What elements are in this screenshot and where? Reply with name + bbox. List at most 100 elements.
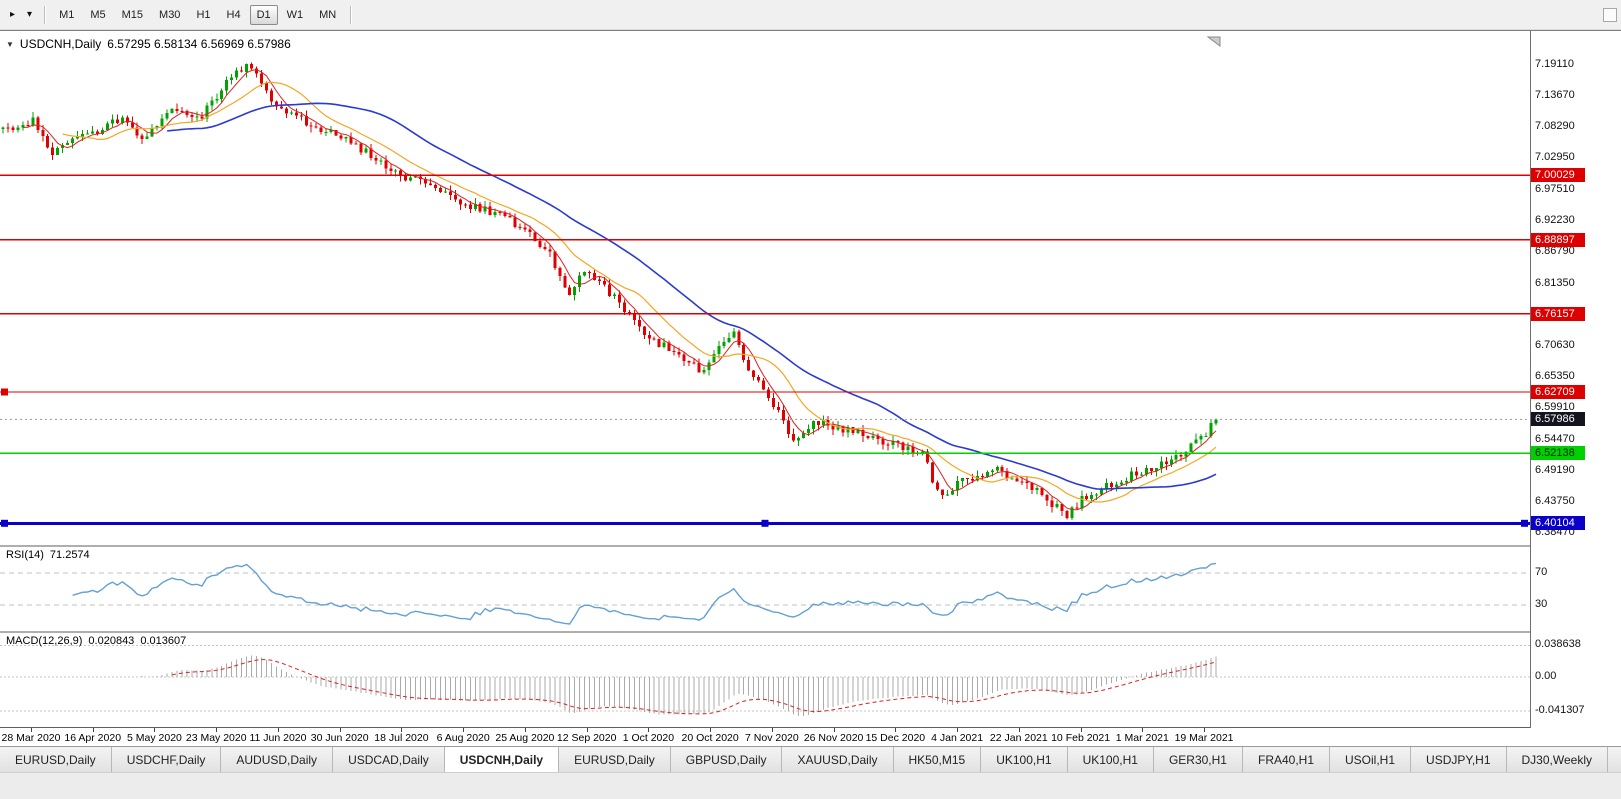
date-tick	[1204, 728, 1206, 732]
macd-level-label: -0.041307	[1535, 703, 1585, 716]
macd-signal-value: 0.013607	[140, 635, 187, 647]
hline-handle-center[interactable]	[761, 519, 769, 527]
chart-tab-usdcnh-daily[interactable]: USDCNH,Daily	[444, 747, 560, 772]
chart-title: ▼ USDCNH,Daily 6.57295 6.58134 6.56969 6…	[6, 37, 291, 51]
chart-tab-gbpusd-daily[interactable]: GBPUSD,Daily	[670, 747, 783, 772]
date-axis[interactable]: 28 Mar 2020 16 Apr 2020 5 May 2020 23 May 2…	[0, 728, 1621, 746]
timeframe-button-M1[interactable]: M1	[59, 8, 75, 21]
date-tick	[833, 728, 835, 732]
top-toolbar: ▸ ▾ M1 M5 M15 M30 H1 H4 D1 W1 MN	[0, 0, 1621, 30]
panel-splitter[interactable]	[0, 631, 1621, 633]
chart-tab-usdcad-daily[interactable]: USDCAD,Daily	[333, 747, 445, 772]
price-line-badge-6.76157: 6.76157	[1531, 306, 1585, 321]
main-chart-canvas[interactable]	[0, 31, 1530, 545]
timeframe-button-M30[interactable]: M30	[159, 8, 181, 21]
horizontal-lines	[0, 174, 1530, 527]
price-tick-label: 6.49190	[1535, 463, 1575, 476]
chart-tab-usoil-h1[interactable]: USOil,H1	[1330, 747, 1412, 772]
price-tick-label: 7.13670	[1535, 89, 1575, 102]
date-tick	[957, 728, 959, 732]
panel-splitter[interactable]	[0, 545, 1621, 547]
date-label: 25 Aug 2020	[495, 732, 555, 744]
macd-name: MACD(12,26,9)	[6, 635, 83, 647]
hline-handle-left[interactable]	[1, 388, 8, 396]
ma-slow-line[interactable]	[167, 102, 1217, 490]
timeframe-button-H1[interactable]: H1	[196, 8, 211, 21]
price-tick-label: 7.02950	[1535, 151, 1575, 164]
ma-fast-line[interactable]	[22, 69, 1217, 511]
chart-tab-eurusd-daily[interactable]: EURUSD,Daily	[0, 747, 112, 772]
timeframe-button-H4[interactable]: H4	[226, 8, 241, 21]
chart-tab-uk100-h1[interactable]: UK100,H1	[1067, 747, 1154, 772]
price-axis[interactable]: 7.19110 7.13670 7.08290 7.02950 6.97510 6.922…	[1530, 31, 1621, 728]
dropdown-caret-icon[interactable]: ▾	[27, 8, 33, 20]
chart-tabs-bar: EURUSD,Daily USDCHF,Daily AUDUSD,Daily USDC…	[0, 746, 1621, 772]
date-tick	[216, 728, 218, 732]
rsi-line	[72, 562, 1217, 625]
price-tick-label: 6.54470	[1535, 432, 1575, 445]
chart-symbol-label: USDCNH,Daily	[19, 37, 102, 51]
rsi-label: RSI(14) 71.2574	[6, 549, 90, 561]
rsi-name: RSI(14)	[6, 549, 44, 561]
chart-cursor-icon[interactable]: ▸	[10, 8, 16, 20]
chart-tab-xauusd-daily[interactable]: XAUUSD,Daily	[782, 747, 894, 772]
date-tick	[1018, 728, 1020, 732]
timeframe-button-M15[interactable]: M15	[121, 8, 144, 21]
chart-tab-eurusd-daily[interactable]: EURUSD,Daily	[559, 747, 671, 772]
macd-panel-canvas[interactable]	[0, 633, 1530, 727]
date-tick	[524, 728, 526, 732]
date-label: 28 Mar 2020	[1, 732, 61, 744]
macd-signal-line	[171, 659, 1217, 715]
date-tick	[31, 728, 32, 732]
price-line-badge-6.52138: 6.52138	[1531, 446, 1585, 461]
price-tick-label: 6.92230	[1535, 213, 1575, 226]
moving-averages	[22, 69, 1217, 511]
chart-tab-dj30-weekly[interactable]: DJ30,Weekly	[1506, 747, 1608, 772]
date-label: 7 Nov 2020	[745, 732, 799, 744]
timeframe-button-D1[interactable]: D1	[249, 4, 278, 25]
hline-handle-right[interactable]	[1521, 519, 1528, 527]
price-tick-label: 6.97510	[1535, 182, 1575, 195]
toolbar-overflow-button[interactable]	[1603, 7, 1617, 22]
macd-main-value: 0.020843	[88, 635, 135, 647]
chart-tab-usdjpy-h1[interactable]: USDJPY,H1	[1411, 747, 1507, 772]
price-tick-label: 6.70630	[1535, 339, 1575, 351]
timeframe-button-MN[interactable]: MN	[319, 8, 337, 21]
date-tick	[1142, 728, 1144, 732]
date-tick	[771, 728, 773, 732]
toolbar-separator	[44, 5, 46, 24]
chart-collapse-icon[interactable]: ▼	[6, 39, 14, 49]
price-tick-label: 7.19110	[1535, 57, 1574, 70]
chart-tab-ger30-h1[interactable]: GER30,H1	[1153, 747, 1243, 772]
date-tick	[154, 728, 156, 732]
date-tick	[92, 728, 94, 732]
chart-tab-audusd-daily[interactable]: AUDUSD,Daily	[221, 747, 334, 772]
date-tick	[710, 728, 712, 732]
price-tick-label: 6.43750	[1535, 495, 1575, 508]
timeframe-button-W1[interactable]: W1	[286, 8, 304, 21]
date-tick	[277, 728, 279, 732]
toolbar-separator	[350, 5, 352, 24]
timeframe-button-M5[interactable]: M5	[90, 8, 106, 21]
date-tick	[895, 728, 897, 732]
date-tick	[339, 728, 341, 732]
chart-tab-uk100-h1[interactable]: UK100,H1	[981, 747, 1068, 772]
chart-shift-marker[interactable]	[1206, 36, 1221, 47]
status-bar	[0, 772, 1621, 799]
chart-tab-china300-h1[interactable]: CHINA300,H1	[1608, 747, 1621, 772]
chart-tab-usdchf-daily[interactable]: USDCHF,Daily	[111, 747, 222, 772]
price-line-badge-6.40104: 6.40104	[1531, 516, 1585, 531]
date-tick	[463, 728, 465, 732]
chart-tab-hk50-m15[interactable]: HK50,M15	[893, 747, 982, 772]
date-label: 19 Mar 2021	[1174, 732, 1234, 744]
ma-mid-line[interactable]	[62, 81, 1217, 503]
chart-tab-fra40-h1[interactable]: FRA40,H1	[1242, 747, 1331, 772]
macd-label: MACD(12,26,9) 0.020843 0.013607	[6, 635, 186, 647]
rsi-panel-canvas[interactable]	[0, 547, 1530, 631]
date-label: 4 Jan 2021	[931, 732, 984, 744]
date-label: 18 Jul 2020	[374, 732, 429, 744]
macd-histogram	[141, 655, 1217, 716]
hline-handle-left[interactable]	[1, 519, 8, 527]
price-tick-label: 6.59910	[1535, 401, 1575, 414]
date-tick	[401, 728, 403, 732]
